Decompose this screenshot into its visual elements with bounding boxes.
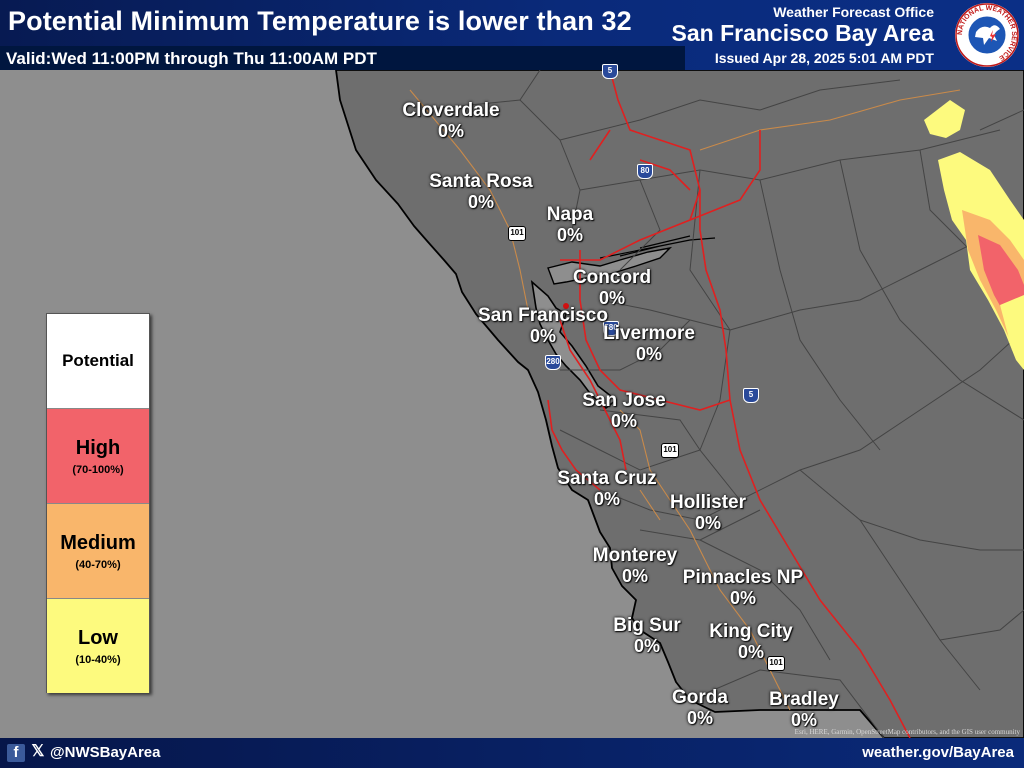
legend-high-range: (70-100%) bbox=[72, 463, 124, 476]
minor-roads bbox=[409, 89, 961, 711]
x-twitter-icon[interactable]: 𝕏 bbox=[31, 743, 45, 760]
us-101-shield-south: 101 bbox=[767, 656, 785, 671]
forecast-area: San Francisco Bay Area bbox=[671, 20, 935, 46]
facebook-icon[interactable]: f bbox=[7, 744, 25, 762]
legend-low: Low (10-40%) bbox=[47, 598, 149, 693]
legend-heading: Potential bbox=[47, 314, 149, 408]
interstate-5-shield-central: 5 bbox=[743, 388, 759, 403]
nws-logo-icon: NATIONAL WEATHER SERVICE bbox=[955, 3, 1019, 67]
city-big-sur: Big Sur 0% bbox=[613, 615, 681, 657]
legend-medium: Medium (40-70%) bbox=[47, 503, 149, 598]
interstate-80-shield: 80 bbox=[637, 164, 653, 179]
city-king-city: King City 0% bbox=[709, 621, 793, 663]
city-san-francisco: San Francisco 0% bbox=[478, 305, 608, 347]
interstate-580-shield: 580 bbox=[603, 321, 619, 336]
potential-legend: Potential High (70-100%) Medium (40-70%)… bbox=[46, 313, 150, 693]
us-101-shield-central: 101 bbox=[661, 443, 679, 458]
delta bbox=[599, 235, 716, 259]
san-pablo-bay bbox=[547, 246, 673, 285]
legend-medium-label: Medium bbox=[60, 531, 136, 554]
social-handle[interactable]: @NWSBayArea bbox=[50, 744, 161, 761]
city-napa: Napa 0% bbox=[546, 204, 594, 246]
city-hollister: Hollister 0% bbox=[669, 492, 747, 534]
highways bbox=[547, 70, 911, 738]
map-attribution: Esri, HERE, Garmin, OpenStreetMap contri… bbox=[794, 728, 1020, 736]
page-title: Potential Minimum Temperature is lower t… bbox=[8, 6, 632, 36]
website-link[interactable]: weather.gov/BayArea bbox=[862, 744, 1014, 761]
valid-period-bar: Valid:Wed 11:00PM through Thu 11:00AM PD… bbox=[0, 46, 685, 70]
city-cloverdale: Cloverdale 0% bbox=[402, 100, 500, 142]
city-bradley: Bradley 0% bbox=[769, 689, 839, 731]
sf-marker bbox=[563, 303, 569, 309]
city-santa-rosa: Santa Rosa 0% bbox=[429, 171, 533, 213]
legend-low-label: Low bbox=[78, 626, 118, 649]
office-label: Weather Forecast Office bbox=[773, 4, 934, 20]
header-bar: Potential Minimum Temperature is lower t… bbox=[0, 0, 1024, 70]
city-concord: Concord 0% bbox=[572, 267, 652, 309]
valid-period: Valid:Wed 11:00PM through Thu 11:00AM PD… bbox=[6, 49, 377, 68]
city-santa-cruz: Santa Cruz 0% bbox=[557, 468, 657, 510]
interstate-5-shield-north: 5 bbox=[602, 64, 618, 79]
sf-bay bbox=[530, 279, 618, 410]
city-pinnacles-np: Pinnacles NP 0% bbox=[682, 567, 804, 609]
city-san-jose: San Jose 0% bbox=[582, 390, 666, 432]
legend-medium-range: (40-70%) bbox=[75, 558, 121, 571]
legend-low-range: (10-40%) bbox=[75, 653, 121, 666]
frost-potential-area bbox=[924, 100, 1024, 370]
us-101-shield-north: 101 bbox=[508, 226, 526, 241]
legend-high: High (70-100%) bbox=[47, 408, 149, 503]
city-monterey: Monterey 0% bbox=[592, 545, 678, 587]
city-gorda: Gorda 0% bbox=[672, 687, 728, 729]
interstate-280-shield: 280 bbox=[545, 355, 561, 370]
legend-high-label: High bbox=[75, 436, 121, 459]
city-livermore: Livermore 0% bbox=[603, 323, 695, 365]
issued-time: Issued Apr 28, 2025 5:01 AM PDT bbox=[714, 50, 934, 66]
footer-bar: f 𝕏 @NWSBayArea weather.gov/BayArea bbox=[0, 738, 1024, 768]
county-borders bbox=[419, 70, 1024, 738]
